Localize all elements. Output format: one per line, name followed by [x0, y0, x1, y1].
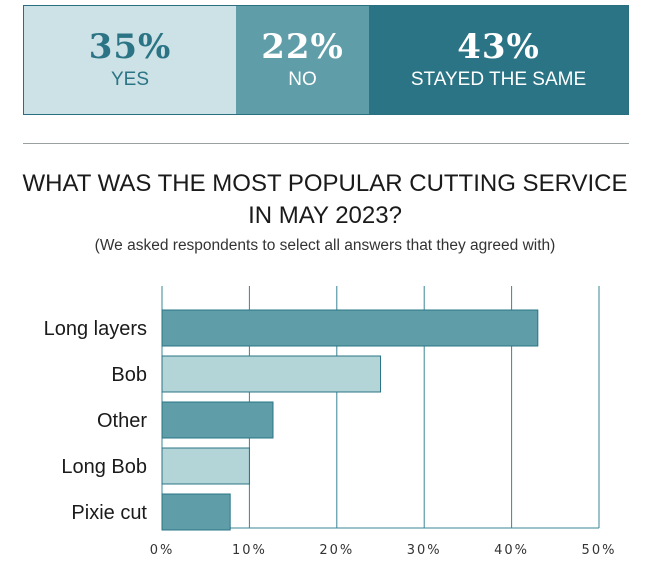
- stat-same: 43% STAYED THE SAME: [369, 6, 628, 114]
- bar: [161, 493, 231, 531]
- stat-no-value: 22%: [261, 27, 344, 67]
- category-label: Other: [97, 410, 147, 432]
- stat-same-label: STAYED THE SAME: [410, 69, 587, 90]
- bar: [161, 401, 274, 439]
- stat-same-value: 43%: [457, 27, 540, 67]
- x-tick-label: 40%: [494, 543, 529, 558]
- chart-title: WHAT WAS THE MOST POPULAR CUTTING SERVIC…: [0, 168, 650, 232]
- category-label: Long Bob: [61, 456, 147, 478]
- x-tick-label: 30%: [407, 543, 442, 558]
- category-label: Pixie cut: [71, 502, 147, 524]
- stat-no: 22% NO: [236, 6, 369, 114]
- bar: [161, 355, 381, 393]
- chart-subtitle: (We asked respondents to select all answ…: [94, 237, 556, 254]
- x-tick-label: 20%: [319, 543, 354, 558]
- x-tick-label: 0%: [150, 543, 175, 558]
- section-divider: [23, 143, 629, 144]
- chart-title-line-2: IN MAY 2023?: [248, 202, 402, 229]
- stat-no-label: NO: [288, 69, 317, 90]
- stat-yes: 35% YES: [24, 6, 236, 114]
- stat-yes-label: YES: [110, 69, 150, 90]
- category-label: Long layers: [44, 318, 147, 340]
- x-tick-label: 50%: [582, 543, 617, 558]
- bar: [161, 309, 539, 347]
- stats-banner: 35% YES 22% NO 43% STAYED THE SAME: [23, 5, 629, 115]
- stat-yes-value: 35%: [88, 27, 172, 67]
- bar: [161, 447, 250, 485]
- chart-title-line-1: WHAT WAS THE MOST POPULAR CUTTING SERVIC…: [22, 170, 628, 197]
- category-label: Bob: [111, 364, 147, 386]
- x-tick-label: 10%: [232, 543, 267, 558]
